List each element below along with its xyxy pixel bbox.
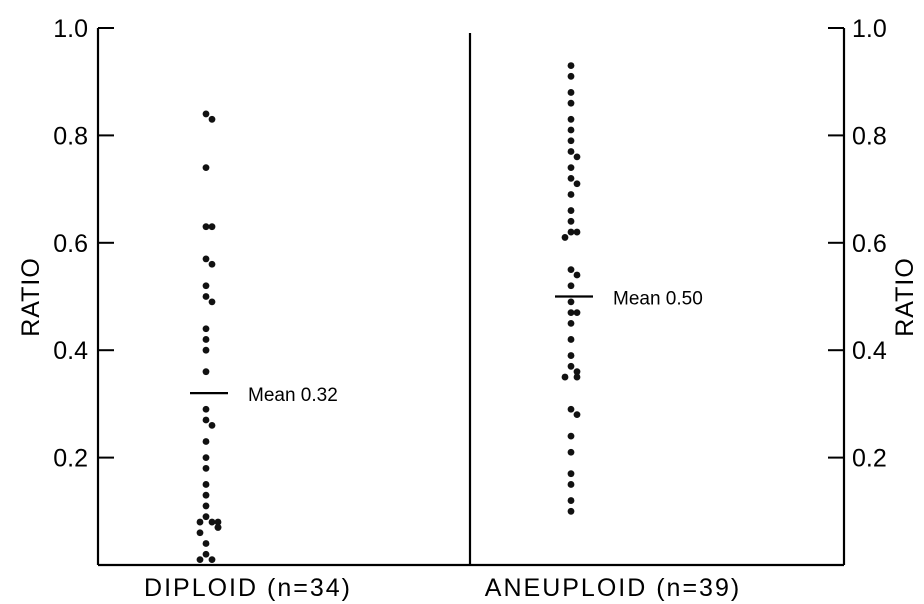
left-y-tick-label: 0.8	[53, 122, 88, 150]
data-point	[214, 518, 222, 526]
data-point	[567, 309, 575, 317]
data-point	[573, 368, 581, 376]
data-point	[202, 481, 210, 488]
data-point	[208, 421, 216, 429]
data-point	[567, 217, 575, 225]
data-point	[567, 228, 575, 236]
data-point	[202, 405, 210, 413]
data-point	[567, 148, 575, 155]
axes	[96, 28, 846, 567]
data-point	[567, 298, 575, 306]
data-point	[202, 502, 210, 510]
data-point	[573, 153, 581, 161]
data-point	[567, 266, 575, 274]
data-point	[567, 72, 575, 80]
data-point	[202, 293, 210, 300]
right-y-tick-label: 1.0	[852, 15, 887, 43]
data-point	[567, 164, 575, 172]
data-point	[202, 513, 210, 521]
mean-label: Mean 0.32	[248, 385, 338, 406]
data-point	[208, 115, 216, 123]
data-point	[567, 497, 575, 504]
y-ticks	[98, 27, 844, 459]
data-point	[567, 282, 575, 290]
data-point	[202, 346, 210, 354]
data-point	[202, 368, 210, 376]
data-point	[202, 464, 210, 472]
data-point	[567, 319, 575, 327]
data-point	[567, 115, 575, 123]
data-point	[208, 298, 216, 306]
data-point	[202, 255, 210, 263]
data-point	[567, 432, 575, 440]
data-point	[567, 507, 575, 515]
data-point	[567, 362, 575, 370]
data-point	[573, 411, 581, 419]
data-point	[202, 454, 210, 461]
left-y-tick-label: 0.6	[53, 230, 88, 258]
data-point	[567, 62, 575, 69]
left-y-tick-label: 0.4	[53, 337, 88, 365]
data-point	[196, 529, 204, 537]
mean-markers: Mean 0.32 Mean 0.50	[190, 289, 703, 406]
right-y-tick-label: 0.6	[852, 230, 887, 258]
data-point	[196, 556, 204, 564]
left-y-axis-title: RATIO	[17, 257, 45, 337]
data-point	[202, 336, 210, 343]
data-point	[202, 325, 210, 333]
data-point	[573, 373, 581, 381]
data-point	[202, 491, 210, 499]
data-point	[567, 137, 575, 145]
category-label: DIPLOID (n=34)	[144, 574, 352, 602]
tick-labels: 0.2 0.2 0.4 0.4 0.6 0.6 0.8 0.8 1.0 1.0	[53, 15, 887, 473]
data-point	[214, 524, 222, 531]
data-point	[567, 405, 575, 413]
right-y-tick-label: 0.2	[852, 445, 887, 473]
data-point	[573, 228, 581, 236]
data-point	[202, 223, 210, 231]
data-point	[208, 260, 216, 268]
category-label: ANEUPLOID (n=39)	[485, 574, 741, 602]
data-point	[561, 373, 569, 381]
data-point	[202, 416, 210, 424]
data-point	[567, 207, 575, 214]
data-point	[573, 180, 581, 188]
data-point	[202, 550, 210, 558]
data-point	[567, 470, 575, 478]
data-point	[567, 89, 575, 96]
data-point	[567, 336, 575, 343]
data-point	[567, 126, 575, 134]
data-point	[208, 556, 216, 564]
data-point	[573, 309, 581, 317]
data-point	[202, 540, 210, 547]
mean-label: Mean 0.50	[613, 289, 703, 310]
category-labels: DIPLOID (n=34) ANEUPLOID (n=39)	[144, 574, 741, 602]
data-point	[202, 282, 210, 290]
data-point	[567, 481, 575, 488]
data-point	[208, 518, 216, 526]
right-y-axis-title: RATIO	[891, 257, 919, 337]
data-point	[202, 164, 210, 172]
data-point	[567, 352, 575, 359]
data-point	[202, 438, 210, 445]
left-y-tick-label: 1.0	[53, 15, 88, 43]
data-point	[196, 518, 204, 526]
data-point	[567, 99, 575, 107]
right-y-tick-label: 0.4	[852, 337, 887, 365]
data-point	[202, 110, 210, 118]
data-point	[561, 234, 569, 241]
data-point	[573, 271, 581, 279]
data-points	[196, 62, 581, 564]
data-point	[567, 191, 575, 198]
right-y-tick-label: 0.8	[852, 122, 887, 150]
data-point	[567, 174, 575, 182]
data-point	[567, 448, 575, 456]
left-y-tick-label: 0.2	[53, 445, 88, 473]
data-point	[208, 223, 216, 231]
